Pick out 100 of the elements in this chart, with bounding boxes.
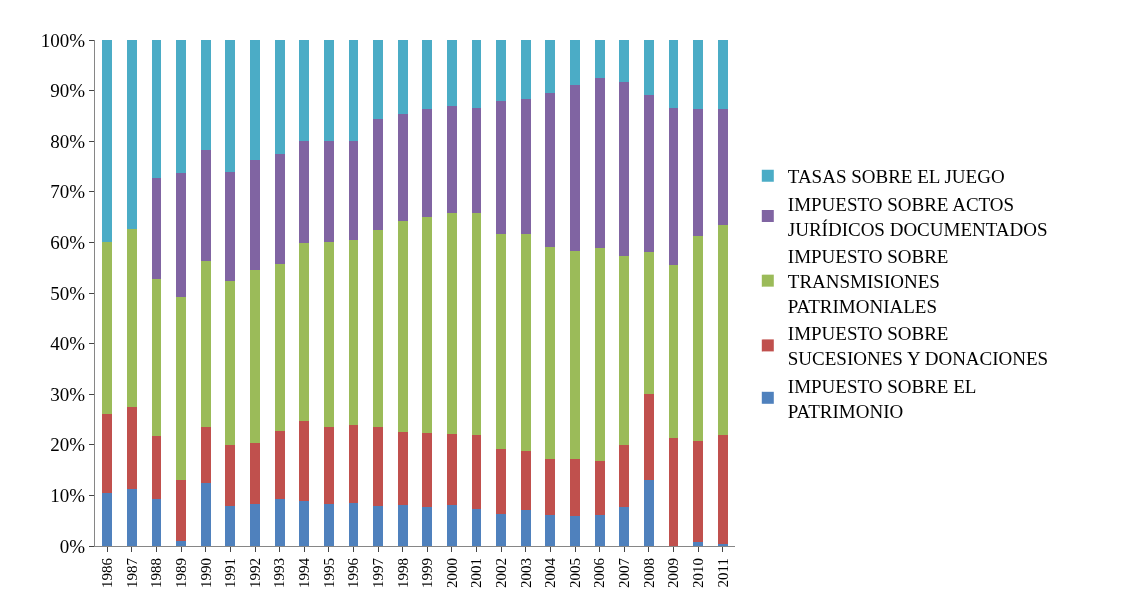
x-tick-label: 2011 xyxy=(714,558,731,588)
bar xyxy=(397,113,408,221)
bar xyxy=(250,270,260,444)
bar xyxy=(373,119,383,231)
y-tick-label: 60% xyxy=(50,232,86,254)
bar xyxy=(200,426,211,483)
legend-label: IMPUESTO SOBRE ACTOS JURÍDICOS DOCUMENTADOS xyxy=(787,193,1048,240)
y-tick-label: 100% xyxy=(40,29,86,51)
bar xyxy=(200,40,211,151)
bar xyxy=(299,140,310,244)
bar xyxy=(520,40,531,99)
bar xyxy=(594,248,605,461)
bar xyxy=(545,40,556,93)
bar xyxy=(471,509,482,546)
bar xyxy=(102,492,113,546)
bar xyxy=(225,445,236,507)
bar xyxy=(176,540,187,546)
bar xyxy=(471,40,482,109)
bar xyxy=(151,498,162,546)
x-tick-label: 1993 xyxy=(271,558,288,588)
bar xyxy=(200,482,211,546)
x-tick-label: 2006 xyxy=(591,557,608,588)
bar xyxy=(619,507,630,546)
x-tick-label: 2007 xyxy=(616,557,633,588)
bar xyxy=(151,278,162,437)
bar xyxy=(348,140,359,241)
bar xyxy=(471,108,482,213)
bar xyxy=(274,40,285,154)
bar xyxy=(496,514,507,546)
bar xyxy=(693,541,703,546)
bar xyxy=(594,514,605,546)
bar xyxy=(250,443,260,504)
x-tick-label: 2004 xyxy=(542,557,559,588)
bar xyxy=(176,479,187,541)
x-tick-label: 2001 xyxy=(468,558,485,588)
bar xyxy=(668,437,679,546)
y-tick-label: 70% xyxy=(50,181,86,203)
bar xyxy=(545,515,556,546)
bar xyxy=(619,40,630,82)
bar xyxy=(447,434,457,506)
bar xyxy=(668,108,679,265)
bar xyxy=(225,172,236,282)
bar xyxy=(643,40,654,95)
bar xyxy=(693,235,703,441)
x-tick-label: 2005 xyxy=(566,558,583,588)
bar xyxy=(127,489,137,546)
bar xyxy=(570,458,580,517)
legend-label: IMPUESTO SOBRE EL PATRIMONIO xyxy=(787,375,977,422)
bar xyxy=(545,92,556,248)
bar xyxy=(643,480,654,546)
x-tick-label: 2003 xyxy=(517,558,534,588)
bar xyxy=(570,85,580,251)
y-tick-label: 0% xyxy=(59,535,86,557)
bar xyxy=(299,243,310,421)
bar xyxy=(250,504,260,546)
bar xyxy=(496,101,507,234)
x-tick-label: 1987 xyxy=(123,557,140,588)
bar xyxy=(151,177,162,279)
bar xyxy=(693,108,703,236)
x-tick-label: 1990 xyxy=(197,558,214,588)
y-tick-label: 20% xyxy=(50,434,86,456)
bar xyxy=(225,506,236,546)
x-tick-label: 2002 xyxy=(493,558,510,588)
bar xyxy=(274,431,285,499)
bar xyxy=(520,234,531,452)
bar xyxy=(250,159,260,271)
x-tick-label: 1999 xyxy=(419,558,436,588)
bar xyxy=(643,394,654,481)
bar xyxy=(619,82,630,257)
bar xyxy=(200,150,211,261)
x-tick-label: 2009 xyxy=(665,558,682,588)
bar xyxy=(225,281,236,446)
x-tick-label: 2000 xyxy=(443,558,460,588)
bar xyxy=(323,141,334,243)
bar xyxy=(102,40,113,243)
bar xyxy=(373,40,383,120)
bar xyxy=(176,297,187,480)
bar xyxy=(397,40,408,114)
bar xyxy=(397,220,408,433)
x-tick-label: 1992 xyxy=(246,558,263,588)
x-tick-label: 2010 xyxy=(689,558,706,588)
bar xyxy=(668,264,679,438)
bar xyxy=(471,435,482,510)
bar xyxy=(619,445,630,508)
bar xyxy=(643,252,654,395)
bar xyxy=(717,434,728,545)
bar xyxy=(545,247,556,460)
bar xyxy=(496,233,507,450)
bar xyxy=(520,98,531,235)
bar xyxy=(668,40,679,109)
bar xyxy=(348,502,359,546)
bar xyxy=(447,213,457,435)
bar xyxy=(570,251,580,459)
bar xyxy=(496,449,507,515)
bar xyxy=(570,40,580,86)
bar xyxy=(151,436,162,499)
bar xyxy=(545,459,556,516)
bar xyxy=(422,217,433,434)
bar xyxy=(176,172,187,298)
bar xyxy=(643,94,654,253)
